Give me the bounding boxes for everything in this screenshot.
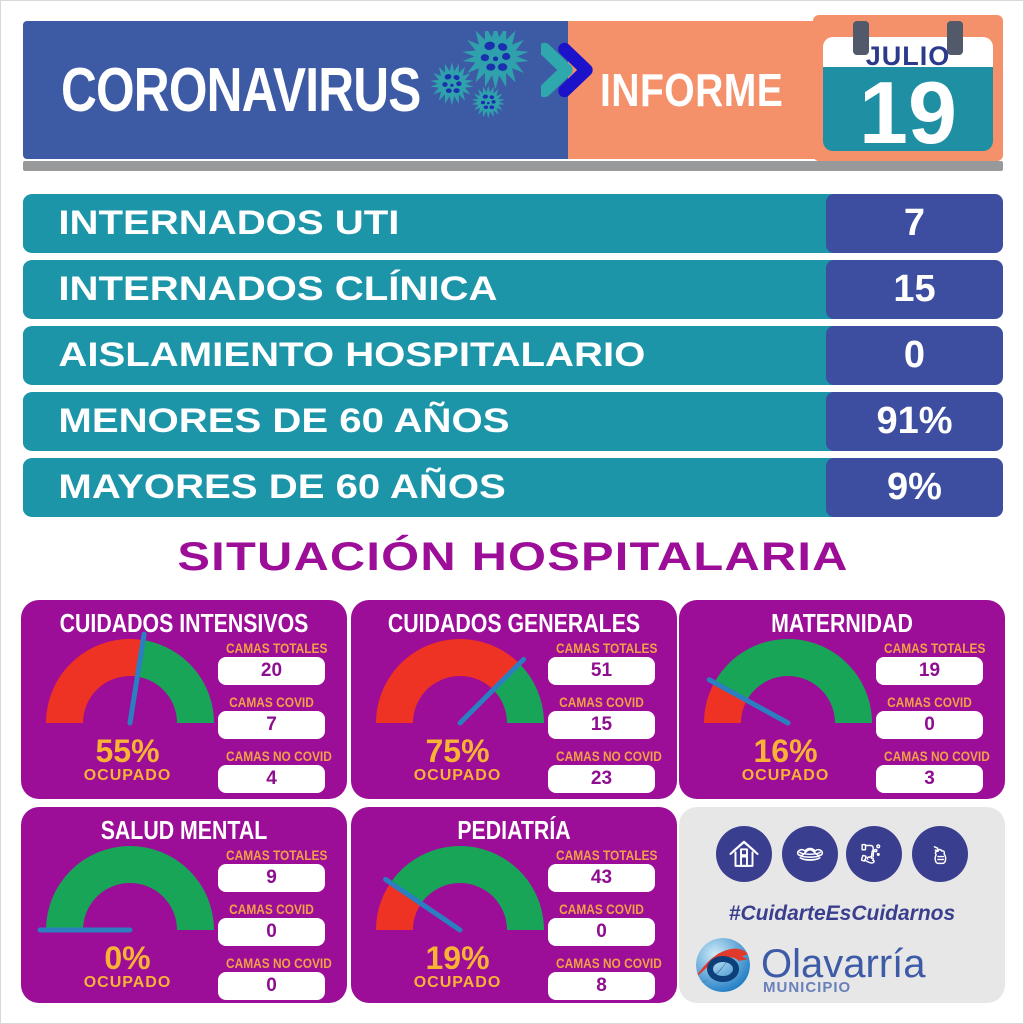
svg-text:19: 19 xyxy=(859,63,957,162)
svg-text:MUNICIPIO: MUNICIPIO xyxy=(763,979,851,995)
